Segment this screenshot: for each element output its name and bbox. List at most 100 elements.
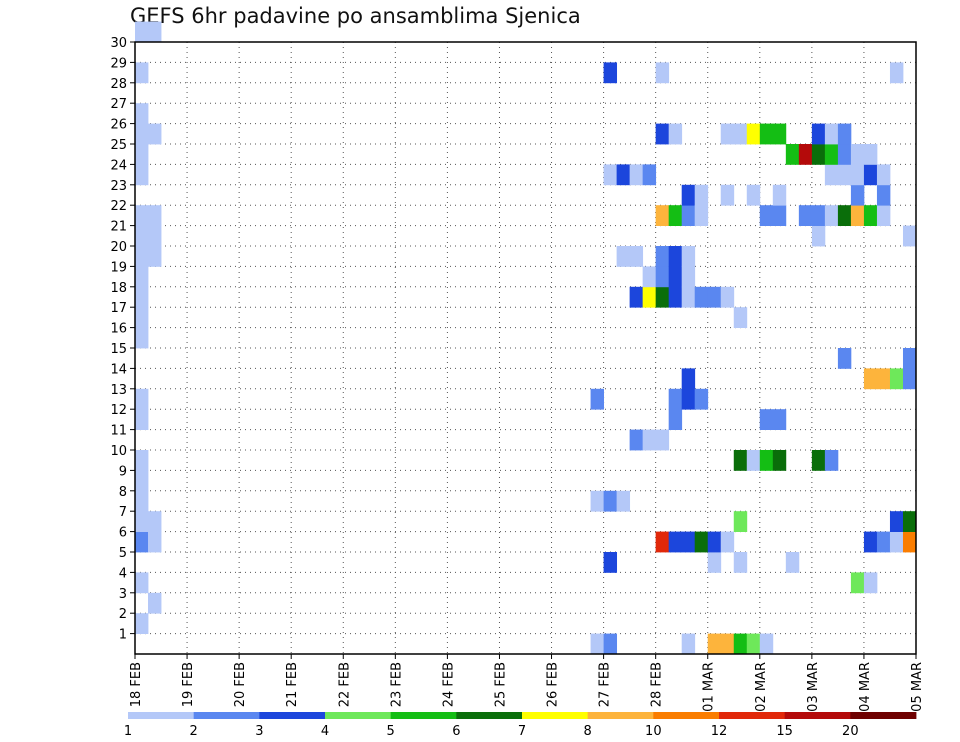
- y-tick-label: 6: [119, 526, 127, 541]
- heatmap-cell: [603, 633, 618, 655]
- heatmap-cell: [733, 307, 748, 328]
- x-tick-label: 05 MAR: [910, 662, 925, 712]
- legend-label: 3: [255, 724, 263, 739]
- y-tick-label: 26: [110, 118, 127, 133]
- heatmap-cell: [850, 144, 865, 165]
- heatmap-cell: [837, 123, 852, 145]
- heatmap-cell: [655, 429, 670, 451]
- y-tick-label: 20: [110, 240, 127, 255]
- heatmap-cell: [863, 144, 878, 165]
- heatmap-cell: [655, 123, 670, 145]
- x-tick-label: 02 MAR: [754, 662, 769, 712]
- heatmap-cell: [681, 633, 696, 655]
- heatmap-cell: [616, 164, 631, 186]
- y-tick-label: 25: [110, 138, 127, 153]
- heatmap-cell: [642, 266, 657, 288]
- heatmap-cell: [681, 184, 696, 206]
- heatmap-cell: [733, 123, 748, 145]
- heatmap-cell: [694, 286, 709, 308]
- heatmap-cell: [681, 286, 696, 308]
- heatmap-cell: [837, 164, 852, 186]
- heatmap-cell: [148, 531, 162, 553]
- heatmap-cell: [733, 450, 748, 471]
- heatmap-cell: [148, 205, 162, 226]
- y-tick-label: 17: [110, 301, 127, 316]
- y-tick-label: 1: [119, 628, 127, 643]
- y-tick-label: 16: [110, 322, 127, 337]
- heatmap-cell: [772, 123, 787, 145]
- heatmap-cell: [590, 633, 604, 655]
- heatmap-cell: [876, 164, 891, 186]
- heatmap-cell: [135, 327, 149, 349]
- x-tick-label: 03 MAR: [806, 662, 821, 712]
- x-tick-label: 01 MAR: [702, 662, 717, 712]
- heatmap-cell: [876, 531, 891, 553]
- heatmap-cell: [733, 552, 748, 573]
- legend-label: 10: [645, 724, 662, 739]
- chart-title: GEFS 6hr padavine po ansamblima Sjenica: [130, 4, 581, 28]
- heatmap-cell: [850, 205, 865, 226]
- heatmap-cell: [759, 123, 774, 145]
- heatmap-cell: [720, 531, 735, 553]
- heatmap-cell: [603, 164, 618, 186]
- heatmap-cell: [824, 123, 839, 145]
- x-tick-label: 19 FEB: [181, 662, 196, 707]
- heatmap-cell: [785, 552, 800, 573]
- x-tick-label: 04 MAR: [858, 662, 873, 712]
- heatmap-cell: [863, 368, 878, 390]
- y-tick-label: 3: [119, 587, 127, 602]
- heatmap-cell: [824, 144, 839, 165]
- heatmap-cell: [642, 164, 657, 186]
- heatmap-cell: [681, 266, 696, 288]
- heatmap-cell: [135, 531, 149, 553]
- heatmap-cell: [759, 450, 774, 471]
- heatmap-cell: [707, 531, 722, 553]
- y-tick-label: 14: [110, 362, 127, 377]
- legend-swatch: [719, 712, 786, 719]
- heatmap-cell: [824, 164, 839, 186]
- y-tick-label: 9: [119, 464, 127, 479]
- y-tick-label: 4: [119, 566, 127, 581]
- legend-swatch: [193, 712, 260, 719]
- heatmap-cell: [135, 62, 149, 84]
- heatmap-cell: [135, 613, 149, 634]
- heatmap-cell: [681, 205, 696, 226]
- y-tick-label: 7: [119, 505, 127, 520]
- heatmap-cell: [135, 205, 149, 226]
- heatmap-cell: [720, 123, 735, 145]
- heatmap-cell: [603, 552, 618, 573]
- x-tick-label: 22 FEB: [337, 662, 352, 707]
- heatmap-cell: [655, 286, 670, 308]
- heatmap-cell: [876, 184, 891, 206]
- legend-label: 5: [387, 724, 395, 739]
- heatmap-cell: [902, 225, 917, 247]
- heatmap-cell: [811, 450, 826, 471]
- heatmap-cell: [733, 511, 748, 532]
- heatmap-cell: [135, 246, 149, 267]
- x-axis: 18 FEB 19 FEB 20 FEB 21 FEB 22 FEB 23 FEB 24 F…: [129, 654, 925, 712]
- heatmap-cell: [863, 164, 878, 186]
- y-tick-label: 28: [110, 77, 127, 92]
- legend-label: 20: [842, 724, 859, 739]
- heatmap-cell: [889, 511, 904, 532]
- heatmap-cell: [668, 123, 683, 145]
- heatmap-cell: [772, 450, 787, 471]
- heatmap-cell: [902, 531, 917, 553]
- legend-swatch: [522, 712, 589, 719]
- heatmap-cell: [785, 144, 800, 165]
- legend-swatch: [259, 712, 326, 719]
- x-tick-label: 28 FEB: [650, 662, 665, 707]
- legend-label: 1: [124, 724, 132, 739]
- heatmap-cell: [681, 531, 696, 553]
- y-tick-label: 11: [110, 424, 127, 439]
- heatmap-cell: [694, 205, 709, 226]
- heatmap-cell: [148, 592, 162, 614]
- y-tick-label: 5: [119, 546, 127, 561]
- y-tick-label: 23: [110, 179, 127, 194]
- heatmap-cell: [135, 286, 149, 308]
- heatmap-cell: [603, 490, 618, 512]
- heatmap-cell: [876, 368, 891, 390]
- heatmap-cell: [681, 246, 696, 267]
- legend-label: 4: [321, 724, 329, 739]
